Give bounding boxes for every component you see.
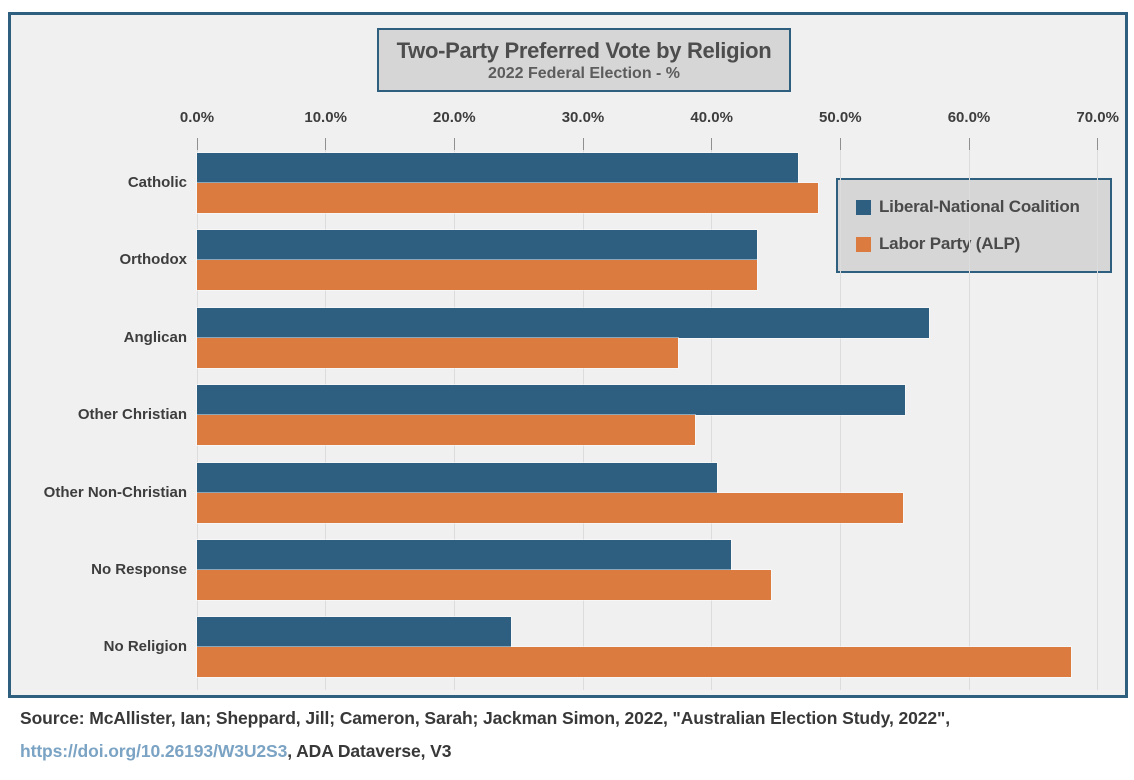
legend-item: Labor Party (ALP) xyxy=(856,234,1110,254)
axis-tick xyxy=(582,138,584,150)
category-label: Orthodox xyxy=(119,251,188,269)
x-axis-tick-label: 30.0% xyxy=(561,109,605,126)
chart-title-box: Two-Party Preferred Vote by Religion 202… xyxy=(377,28,791,92)
gridline xyxy=(1097,150,1099,690)
gridline xyxy=(968,150,970,690)
bar-other-non-christian-alp xyxy=(197,492,904,523)
source-citation: Source: McAllister, Ian; Sheppard, Jill;… xyxy=(20,702,1112,768)
bar-other-non-christian-lnp xyxy=(197,462,717,493)
legend-label: Liberal-National Coalition xyxy=(879,197,1080,216)
chart-title: Two-Party Preferred Vote by Religion xyxy=(396,37,772,63)
legend-item: Liberal-National Coalition xyxy=(856,197,1110,217)
x-axis-tick-label: 0.0% xyxy=(179,109,215,126)
x-axis-tick-label: 20.0% xyxy=(433,109,476,126)
bar-chart: Two-Party Preferred Vote by Religion 202… xyxy=(8,12,1128,698)
x-axis-tick-label: 10.0% xyxy=(304,109,347,126)
bar-no-religion-alp xyxy=(197,647,1071,678)
axis-tick xyxy=(968,138,970,150)
bar-orthodox-alp xyxy=(197,260,757,291)
axis-tick xyxy=(1097,138,1099,150)
bar-other-christian-lnp xyxy=(197,385,905,416)
x-axis-tick-label: 60.0% xyxy=(947,109,991,126)
bar-no-religion-lnp xyxy=(197,617,511,648)
bar-orthodox-lnp xyxy=(197,230,757,261)
bar-catholic-lnp xyxy=(197,153,798,183)
category-label: Other Non-Christian xyxy=(43,483,187,501)
legend-label: Labor Party (ALP) xyxy=(879,234,1021,253)
x-axis-tick-label: 70.0% xyxy=(1076,109,1119,126)
axis-tick xyxy=(196,138,198,150)
doi-link[interactable]: https://doi.org/10.26193/W3U2S3 xyxy=(20,741,288,761)
legend-swatch-icon xyxy=(856,199,871,215)
legend-swatch-icon xyxy=(856,236,871,252)
gridline xyxy=(839,150,841,690)
bar-anglican-lnp xyxy=(197,307,930,338)
source-text-prefix: Source: McAllister, Ian; Sheppard, Jill;… xyxy=(20,708,950,728)
axis-tick xyxy=(711,138,713,150)
chart-subtitle: 2022 Federal Election - % xyxy=(487,64,681,82)
axis-tick xyxy=(453,138,455,150)
x-axis-tick-label: 40.0% xyxy=(690,109,733,126)
bar-no-response-lnp xyxy=(197,540,731,570)
source-text-suffix: , ADA Dataverse, V3 xyxy=(287,741,452,761)
category-label: No Response xyxy=(91,561,187,578)
legend: Liberal-National Coalition Labor Party (A… xyxy=(836,178,1112,273)
bar-catholic-alp xyxy=(197,183,819,213)
axis-tick xyxy=(839,138,841,150)
bar-anglican-alp xyxy=(197,337,679,368)
category-label: Other Christian xyxy=(77,406,187,424)
category-label: Anglican xyxy=(123,328,187,346)
gridline xyxy=(711,150,713,690)
category-label: No Religion xyxy=(103,638,187,656)
x-axis-tick-label: 50.0% xyxy=(819,109,862,126)
bar-other-christian-alp xyxy=(197,415,695,446)
bar-no-response-alp xyxy=(197,570,771,600)
category-label: Catholic xyxy=(127,174,187,191)
axis-tick xyxy=(325,138,327,150)
